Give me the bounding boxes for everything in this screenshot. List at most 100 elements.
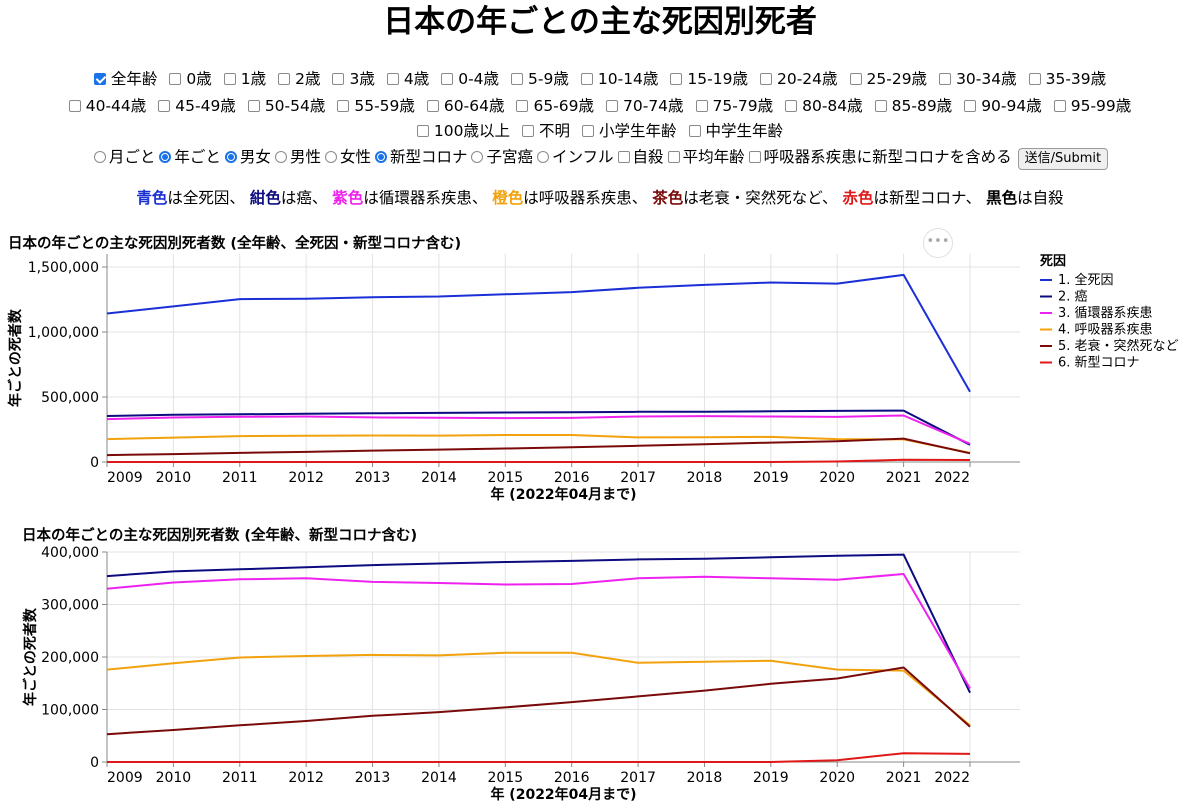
age-filter-row1-12[interactable]: 30-34歳 [939, 67, 1017, 91]
age-checkbox[interactable] [278, 73, 291, 85]
age-checkbox[interactable] [759, 73, 772, 85]
option-3[interactable]: 男性 [274, 145, 321, 169]
option-2[interactable]: 男女 [224, 145, 271, 169]
option-9[interactable]: 平均年齢 [667, 145, 745, 169]
age-checkbox[interactable] [158, 100, 171, 112]
age-filter-row1-4[interactable]: 3歳 [332, 67, 375, 91]
option-radio[interactable] [324, 151, 337, 163]
age-checkbox[interactable] [441, 73, 454, 85]
age-checkbox[interactable] [688, 125, 701, 137]
age-filter-row3-1[interactable]: 不明 [522, 119, 570, 143]
age-checkbox[interactable] [582, 125, 595, 137]
series-line-3 [106, 414, 971, 445]
age-checkbox[interactable] [416, 125, 429, 137]
option-0[interactable]: 月ごと [93, 145, 155, 169]
age-checkbox[interactable] [695, 100, 708, 112]
age-checkbox[interactable] [874, 100, 887, 112]
y-tick-label: 500,000 [41, 390, 99, 406]
age-filter-row2-9[interactable]: 85-89歳 [874, 94, 952, 118]
age-filter-row1-13[interactable]: 35-39歳 [1028, 67, 1106, 91]
age-checkbox[interactable] [386, 73, 399, 85]
x-tick-label: 2022 [934, 770, 970, 786]
option-radio[interactable] [93, 151, 106, 163]
age-checkbox[interactable] [223, 73, 236, 85]
option-checkbox[interactable] [748, 151, 761, 163]
color-legend-description: 青色は全死因、 紺色は癌、 紫色は循環器系疾患、 橙色は呼吸器系疾患、 茶色は老… [0, 186, 1200, 210]
age-checkbox[interactable] [580, 73, 593, 85]
age-checkbox[interactable] [93, 73, 106, 85]
option-10[interactable]: 呼吸器系疾患に新型コロナを含める [748, 145, 1012, 169]
age-filter-row1-0[interactable]: 全年齢 [93, 67, 157, 91]
option-label: 呼吸器系疾患に新型コロナを含める [763, 148, 1012, 166]
age-checkbox[interactable] [332, 73, 345, 85]
submit-button[interactable]: 送信/Submit [1017, 148, 1109, 170]
age-checkbox[interactable] [964, 100, 977, 112]
x-tick-label: 2010 [156, 770, 192, 786]
age-filter-row1-10[interactable]: 20-24歳 [759, 67, 838, 91]
age-filter-row1-9[interactable]: 15-19歳 [670, 67, 748, 91]
option-checkbox[interactable] [617, 151, 630, 163]
age-filter-row1-1[interactable]: 0歳 [169, 67, 212, 91]
age-filter-row3-0[interactable]: 100歳以上 [416, 119, 510, 143]
age-filter-row1-7[interactable]: 5-9歳 [511, 67, 569, 91]
age-filter-row2-7[interactable]: 75-79歳 [695, 94, 773, 118]
age-checkbox[interactable] [606, 100, 618, 112]
age-filter-row1-5[interactable]: 4歳 [386, 67, 429, 91]
age-filter-row3-2[interactable]: 小学生年齢 [582, 119, 677, 143]
option-checkbox[interactable] [667, 151, 680, 163]
option-radio[interactable] [159, 151, 172, 163]
age-filter-row1-2[interactable]: 1歳 [223, 67, 266, 91]
age-filter-row1-6[interactable]: 0-4歳 [441, 67, 499, 91]
age-checkbox[interactable] [516, 100, 529, 112]
age-filter-row1-11[interactable]: 25-29歳 [849, 67, 927, 91]
series-line-6 [107, 458, 971, 463]
x-tick-label: 2022 [934, 470, 970, 486]
color-legend-text: は新型コロナ、 [873, 189, 982, 207]
age-filter-row1-3[interactable]: 2歳 [278, 67, 320, 91]
option-radio[interactable] [374, 151, 387, 163]
age-checkbox[interactable] [939, 73, 952, 85]
age-checkbox[interactable] [337, 100, 350, 112]
option-radio[interactable] [537, 151, 549, 163]
option-1[interactable]: 年ごと [159, 145, 221, 169]
option-radio[interactable] [471, 151, 484, 163]
color-word: 紺色 [249, 189, 281, 207]
age-filter-row2-0[interactable]: 40-44歳 [68, 94, 146, 118]
color-word: 赤色 [842, 189, 874, 207]
option-4[interactable]: 女性 [324, 145, 371, 169]
option-radio[interactable] [224, 151, 237, 163]
option-8[interactable]: 自殺 [617, 145, 664, 169]
age-checkbox[interactable] [785, 100, 798, 112]
age-filter-row2-5[interactable]: 65-69歳 [516, 94, 594, 118]
option-6[interactable]: 子宮癌 [471, 145, 533, 169]
age-filter-row2-11[interactable]: 95-99歳 [1053, 94, 1131, 118]
age-checkbox[interactable] [169, 73, 182, 85]
age-checkbox[interactable] [247, 100, 260, 112]
option-label: 男性 [289, 148, 321, 166]
age-checkbox[interactable] [68, 100, 81, 112]
age-checkbox[interactable] [670, 73, 683, 85]
age-checkbox[interactable] [511, 73, 524, 85]
age-filter-row2-10[interactable]: 90-94歳 [964, 94, 1042, 118]
age-filter-row3-3[interactable]: 中学生年齢 [688, 119, 783, 143]
age-filter-row2-4[interactable]: 60-64歳 [426, 94, 504, 118]
age-filter-row2-2[interactable]: 50-54歳 [247, 94, 325, 118]
x-tick-label: 2019 [753, 470, 789, 486]
age-filter-row1-8[interactable]: 10-14歳 [580, 67, 658, 91]
age-filter-row2-8[interactable]: 80-84歳 [785, 94, 863, 118]
age-checkbox[interactable] [426, 100, 439, 112]
option-radio[interactable] [274, 151, 287, 163]
age-checkbox[interactable] [849, 73, 862, 85]
option-5[interactable]: 新型コロナ [374, 145, 467, 169]
option-7[interactable]: インフル [537, 145, 614, 169]
age-checkbox[interactable] [522, 125, 535, 137]
age-checkbox[interactable] [1028, 73, 1041, 85]
age-filter-row2-6[interactable]: 70-74歳 [606, 94, 684, 118]
series-line-5 [106, 437, 971, 457]
age-checkbox[interactable] [1053, 100, 1066, 112]
series-line-2 [106, 573, 971, 690]
color-legend-text: は癌、 [280, 189, 328, 207]
age-filter-row2-1[interactable]: 45-49歳 [158, 94, 236, 118]
ellipsis-icon[interactable]: ••• [923, 228, 953, 258]
age-filter-row2-3[interactable]: 55-59歳 [337, 94, 415, 118]
